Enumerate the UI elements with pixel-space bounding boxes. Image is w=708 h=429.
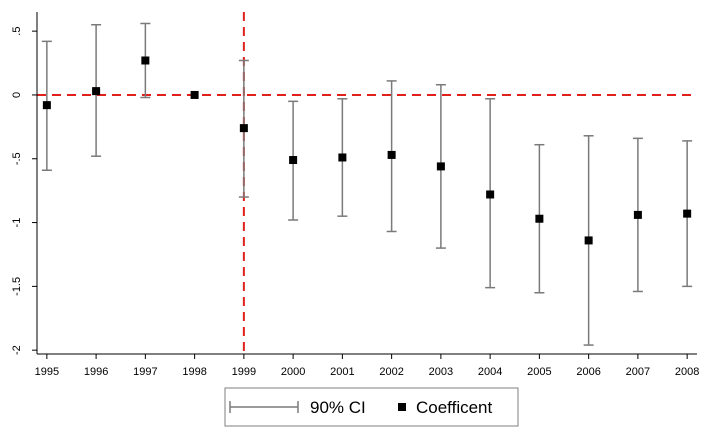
y-tick-label: 0 xyxy=(11,92,23,98)
coefficient-point xyxy=(338,153,347,162)
y-tick-label: -.5 xyxy=(11,152,23,165)
x-tick-label: 1999 xyxy=(232,366,256,378)
x-tick-label: 1996 xyxy=(84,366,108,378)
y-axis-ticks: .5 0 -.5 -1 -1.5 -2 xyxy=(11,27,37,355)
axes xyxy=(36,12,697,355)
x-tick-label: 2004 xyxy=(478,366,502,378)
legend-ci-icon xyxy=(229,401,299,413)
ci-bars xyxy=(41,22,693,346)
x-tick-label: 2006 xyxy=(576,366,600,378)
coefficient-point xyxy=(436,162,445,171)
coefficient-point xyxy=(239,124,248,133)
legend-coefficient-label: Coefficent xyxy=(416,398,493,417)
x-tick-label: 2001 xyxy=(330,366,354,378)
x-axis-ticks: 1995 1996 1997 1998 1999 2000 2001 2002 2003 2004… xyxy=(35,354,699,378)
legend-coefficient-marker xyxy=(398,403,406,411)
y-tick-label: -1.5 xyxy=(11,277,23,296)
coefficient-point xyxy=(683,209,692,218)
x-tick-label: 2005 xyxy=(527,366,551,378)
legend: 90% CI Coefficent xyxy=(224,387,519,427)
x-tick-label: 1997 xyxy=(133,366,157,378)
coefficient-point xyxy=(387,150,396,159)
coefficient-point xyxy=(141,56,150,65)
legend-ci-label: 90% CI xyxy=(310,398,366,417)
x-tick-label: 2000 xyxy=(281,366,305,378)
x-tick-label: 2008 xyxy=(675,366,699,378)
coefficient-point xyxy=(289,156,298,165)
coefficient-point xyxy=(92,87,101,96)
y-tick-label: .5 xyxy=(11,27,23,36)
coefficient-point xyxy=(535,214,544,223)
coefficient-point xyxy=(190,90,199,99)
x-tick-label: 2002 xyxy=(379,366,403,378)
coefficient-point xyxy=(584,236,593,245)
x-tick-label: 1998 xyxy=(182,366,206,378)
x-tick-label: 2007 xyxy=(626,366,650,378)
coefficient-points xyxy=(42,56,692,245)
coefficient-point xyxy=(42,101,51,110)
coefficient-point xyxy=(486,190,495,199)
x-tick-label: 2003 xyxy=(429,366,453,378)
x-tick-label: 1995 xyxy=(35,366,59,378)
y-tick-label: -1 xyxy=(11,218,23,228)
coefficient-point xyxy=(633,210,642,219)
reference-lines xyxy=(37,12,697,354)
y-tick-label: -2 xyxy=(11,345,23,355)
